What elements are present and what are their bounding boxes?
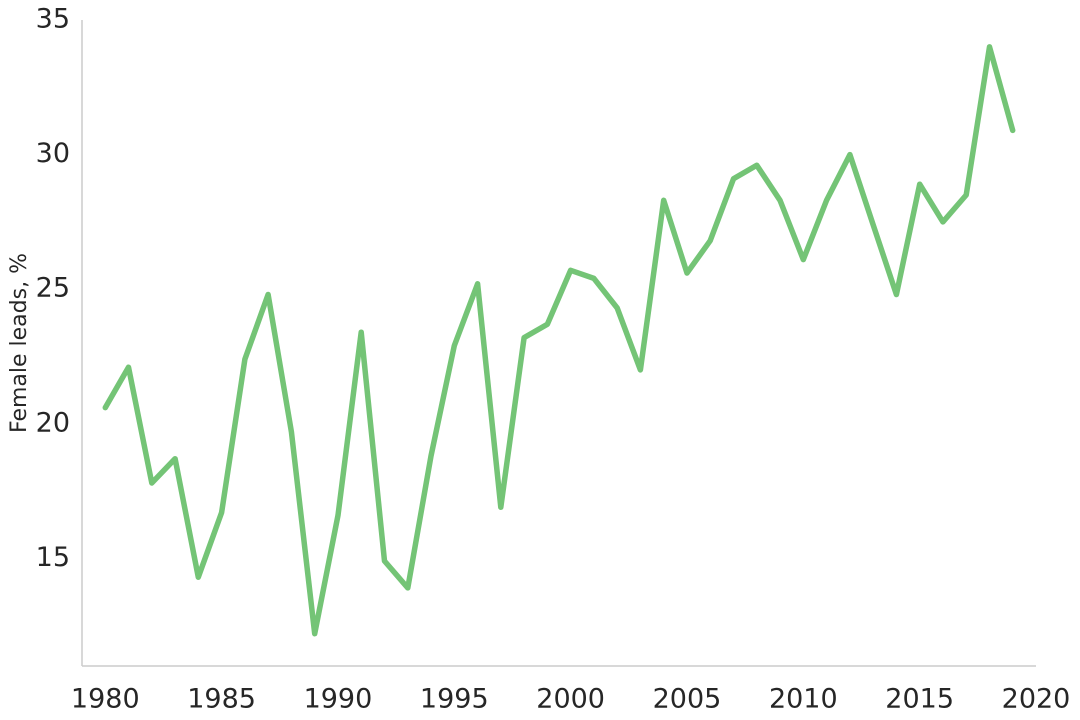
x-tick-label: 1985	[187, 684, 256, 715]
x-tick-label: 2020	[1002, 684, 1071, 715]
y-tick-label: 35	[36, 4, 70, 35]
x-tick-label: 1990	[304, 684, 373, 715]
y-tick-label: 30	[36, 138, 70, 169]
series-line	[102, 44, 1016, 637]
x-tick-label: 1995	[420, 684, 489, 715]
x-tick-label: 2000	[536, 684, 605, 715]
y-tick-label: 20	[36, 407, 70, 438]
y-tick-label: 25	[36, 273, 70, 304]
x-tick-label: 1980	[71, 684, 140, 715]
axes	[81, 20, 1036, 667]
tick-labels: 15 20 25 30 35 1980 1985 1990 1995 2000 2005 2010 20…	[36, 4, 1071, 715]
series-group	[102, 44, 1016, 637]
y-tick-label: 15	[36, 542, 70, 573]
x-tick-label: 2010	[769, 684, 838, 715]
x-tick-label: 2015	[885, 684, 954, 715]
x-tick-label: 2005	[653, 684, 722, 715]
y-axis-label: Female leads, %	[7, 253, 32, 433]
